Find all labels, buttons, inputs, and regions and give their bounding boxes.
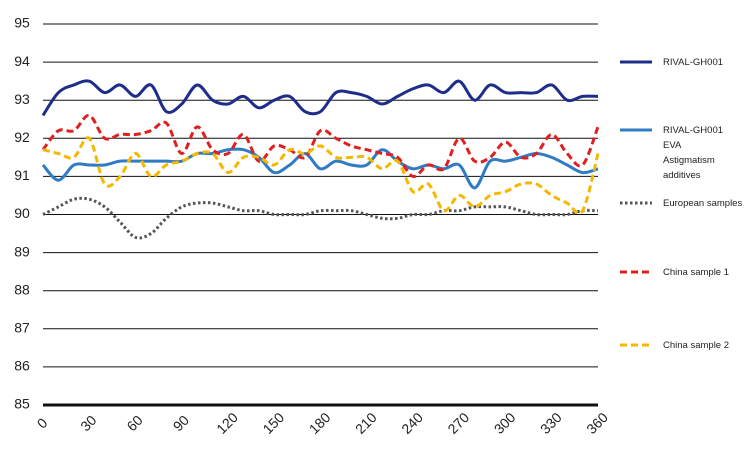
y-tick-label: 87 [14,320,30,336]
x-tick-label: 360 [583,409,611,437]
y-tick-label: 88 [14,281,30,297]
y-tick-label: 92 [14,129,30,145]
y-tick-label: 90 [14,205,30,221]
y-tick-label: 89 [14,243,30,259]
series-line [42,136,600,215]
y-tick-label: 94 [14,53,30,69]
legend-label: China sample 1 [663,267,730,278]
x-tick-label: 120 [213,409,241,437]
series-line [42,196,599,240]
x-tick-label: 180 [306,409,334,437]
legend-label: China sample 2 [663,340,730,351]
y-tick-label: 91 [14,167,30,183]
y-tick-label: 95 [14,15,30,31]
y-tick-label: 93 [14,91,30,107]
legend-label: RIVAL-GH001 [663,57,724,68]
x-tick-label: 270 [444,409,472,437]
legend-label: European samples [663,198,743,209]
x-tick-label: 60 [123,412,145,434]
y-tick-label: 86 [14,358,30,374]
series-line [41,79,599,117]
x-tick-label: 30 [77,412,99,434]
x-tick-label: 0 [34,415,51,432]
x-tick-label: 210 [352,409,380,437]
x-tick-label: 90 [170,412,192,434]
x-tick-label: 150 [259,409,287,437]
series-line [41,147,599,190]
x-tick-label: 240 [398,409,426,437]
series-line [41,113,600,178]
x-tick-label: 330 [537,409,565,437]
x-tick-label: 300 [491,409,519,437]
y-tick-label: 85 [14,396,30,412]
legend-label: RIVAL-GH001 EVA Astigmatism additives [663,125,724,181]
